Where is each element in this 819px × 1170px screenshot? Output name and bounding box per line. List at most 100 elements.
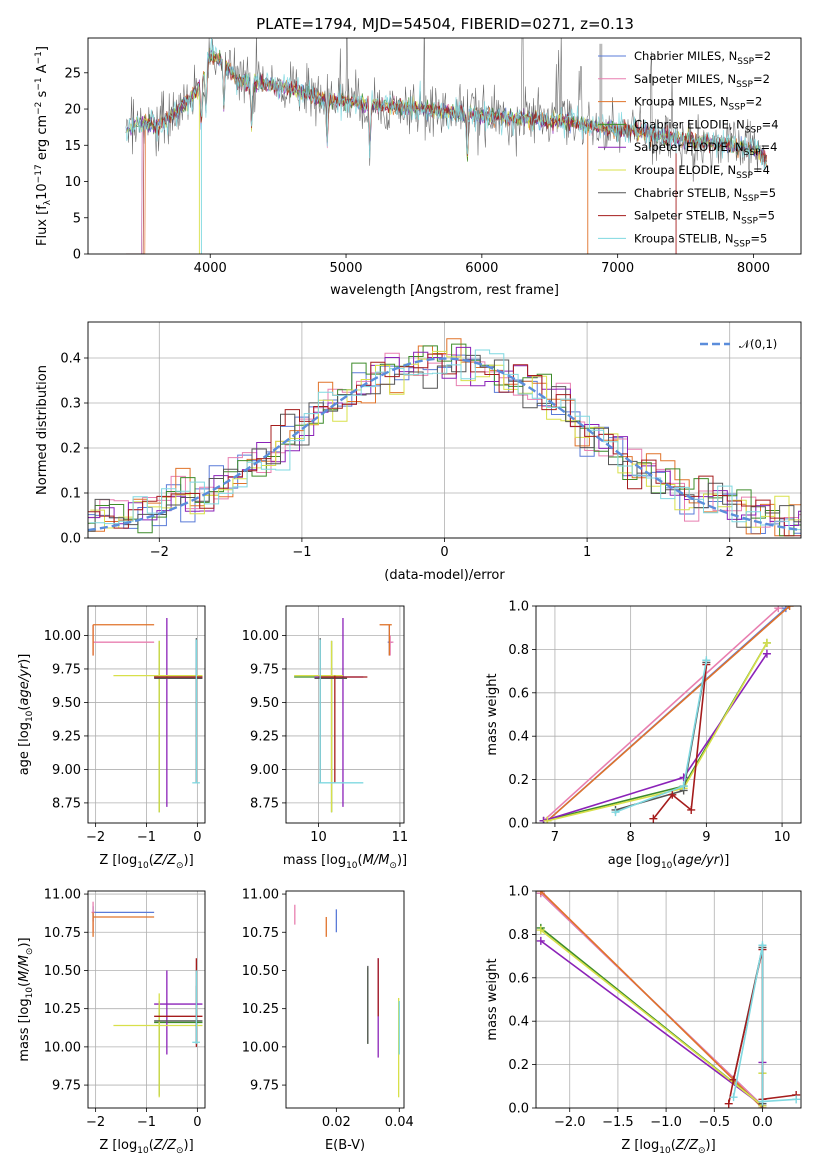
label-part: A (35, 64, 50, 77)
y-tick-label: 9.50 (52, 696, 81, 711)
y-tick-label: 10.25 (44, 1002, 81, 1017)
x-tick-label: −2 (86, 1115, 105, 1130)
figure-title: PLATE=1794, MJD=54504, FIBERID=0271, z=0… (256, 15, 634, 33)
weight-marker (762, 649, 771, 658)
x-axis-label: Z [log10(Z/Z⊙)] (99, 1138, 193, 1156)
mass-vs-metallicity-panel: −2 −1 0 9.75 10.00 10.25 10.50 10.75 11.00 Z [log… (17, 888, 206, 1156)
axes-frame (87, 890, 206, 1109)
histograms (88, 338, 801, 537)
axes-frame (285, 605, 405, 824)
weight-marker (762, 638, 771, 647)
label-part: −17 (34, 164, 44, 183)
mass-vs-ebv-panel: 0.02 0.04 9.75 10.00 10.25 10.50 10.75 11.00 E(B… (242, 888, 414, 1153)
axes-frame (87, 37, 802, 255)
label-part: )] (184, 1138, 194, 1153)
label-part: Z [log (621, 1138, 659, 1153)
x-tick-label: 10 (310, 830, 327, 845)
y-tick-label: 0.2 (60, 442, 81, 457)
x-tick-label: 8000 (737, 261, 770, 276)
residual-distribution-panel: −2 −1 0 1 2 0.0 0.1 0.2 0.3 0.4 𝒩(0,1) (data-model)… (35, 321, 802, 583)
label-part: Kroupa STELIB, N (634, 231, 734, 245)
label-part: 10 (137, 861, 149, 871)
y-tick-label: 0.2 (508, 1058, 529, 1073)
label-part: Salpeter MILES, N (634, 72, 736, 86)
axes-frame (87, 321, 802, 539)
y-axis-label: Normed distribution (35, 365, 50, 495)
x-tick-label: −0.5 (698, 1115, 730, 1130)
label-part: −2 (34, 102, 44, 115)
x-tick-label: −1 (292, 545, 311, 560)
label-part: λ (43, 199, 53, 205)
x-tick-label: 5000 (329, 261, 362, 276)
label-part: )] (397, 853, 407, 868)
y-axis-label: mass weight (485, 673, 500, 755)
x-axis-label: Z [log10(Z/Z⊙)] (99, 853, 193, 871)
y-tick-label: 9.50 (250, 696, 279, 711)
y-tick-label: 9.75 (250, 1079, 279, 1094)
y-tick-label: 9.75 (52, 662, 81, 677)
x-tick-label: 0.0 (752, 1115, 773, 1130)
label-part: M/M (17, 955, 32, 982)
label-part: ( (358, 853, 363, 868)
x-tick-label: 0 (193, 1115, 201, 1130)
label-part: mass [log (283, 853, 346, 868)
label-part: ⊙ (176, 1146, 184, 1156)
weight-marker (536, 936, 545, 945)
y-tick-label: 0.0 (60, 532, 81, 547)
y-tick-label: 10.75 (242, 926, 279, 941)
label-part: Chabrier MILES, N (634, 49, 737, 63)
y-tick-label: 0.4 (508, 730, 529, 745)
label-part: ( (149, 853, 154, 868)
y-tick-label: 10.00 (242, 629, 279, 644)
legend-label: Kroupa ELODIE, NSSP=4 (634, 163, 770, 181)
mass-weight-vs-age-panel: 7 8 9 10 0.0 0.2 0.4 0.6 0.8 1.0 mass weight age [l… (485, 600, 802, 871)
label-part: Z/Z (153, 1138, 177, 1153)
x-tick-label: 2 (726, 545, 734, 560)
x-tick-label: −1 (137, 1115, 156, 1130)
label-part: Salpeter ELODIE, N (634, 140, 744, 154)
y-tick-label: 15 (64, 139, 81, 154)
y-tick-label: 0.6 (508, 686, 529, 701)
x-tick-label: 1 (583, 545, 591, 560)
weight-marker (536, 926, 545, 935)
mass-weight-vs-metallicity-panel: −2.0 −1.5 −1.0 −0.5 0.0 0.0 0.2 0.4 0.6 0.8 1.0 mas… (485, 885, 802, 1156)
label-part: SSP (745, 125, 762, 135)
label-part: ⊙ (698, 1146, 706, 1156)
label-part: age/yr (677, 853, 720, 868)
y-tick-label: 8.75 (52, 796, 81, 811)
axes-frame (285, 890, 405, 1109)
x-tick-label: 0.02 (322, 1115, 351, 1130)
x-tick-label: −1.0 (650, 1115, 682, 1130)
label-part: ] (35, 46, 50, 51)
legend-label: 𝒩(0,1) (739, 337, 777, 351)
label-part: =4 (753, 163, 770, 177)
label-part: =4 (761, 140, 778, 154)
weight-marker (702, 656, 711, 665)
label-part: 10 (346, 861, 358, 871)
x-tick-label: −2.0 (554, 1115, 586, 1130)
legend-label: Salpeter ELODIE, NSSP=4 (634, 140, 777, 158)
label-part: Z [log (99, 853, 137, 868)
weight-marker (781, 606, 790, 613)
y-tick-label: 0.8 (508, 928, 529, 943)
spectrum-series (125, 38, 767, 171)
weight-marker (543, 816, 552, 823)
label-part: 10 (25, 710, 35, 722)
label-part: 10 (35, 183, 50, 200)
weight-marker (774, 606, 783, 613)
histogram-series (88, 353, 801, 537)
x-tick-label: −1 (137, 830, 156, 845)
axes-frame (535, 890, 802, 1109)
label-part: Kroupa ELODIE, N (634, 163, 736, 177)
label-part: ( (17, 706, 32, 711)
x-tick-label: 11 (392, 830, 409, 845)
label-part: =2 (745, 95, 762, 109)
y-axis-label: Flux [fλ10−17 erg cm−2 s−1 A−1] (34, 46, 53, 246)
x-axis-label: E(B-V) (325, 1138, 365, 1153)
x-tick-label: 7000 (601, 261, 634, 276)
y-tick-label: 10.25 (242, 1002, 279, 1017)
label-part: ⊙ (25, 948, 35, 956)
y-tick-label: 10.00 (44, 629, 81, 644)
y-tick-label: 0.2 (508, 773, 529, 788)
y-tick-label: 0.4 (60, 352, 81, 367)
